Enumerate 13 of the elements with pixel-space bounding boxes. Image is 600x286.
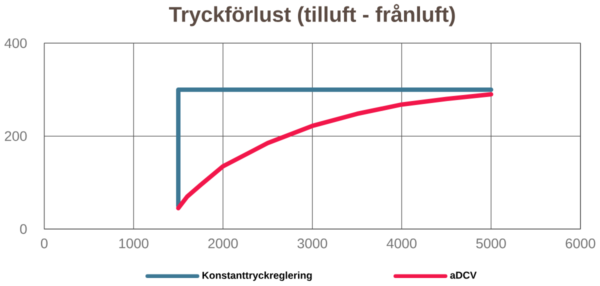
legend-label: Konstanttryckreglering (202, 272, 312, 282)
y-tick-label: 200 (4, 131, 27, 142)
x-tick-label: 6000 (566, 238, 596, 248)
y-tick-label: 400 (4, 38, 27, 48)
y-tick-label: 0 (20, 224, 27, 234)
x-tick-label: 0 (40, 238, 48, 248)
x-tick-label: 3000 (298, 238, 328, 248)
legend-label: aDCV (450, 272, 477, 279)
x-tick-label: 1000 (119, 238, 148, 248)
x-tick-label: 2000 (208, 238, 238, 248)
x-tick-label: 5000 (476, 238, 506, 248)
chart-title: Tryckförlust (tilluft - frånluft) (169, 4, 455, 26)
x-tick-label: 4000 (386, 238, 417, 248)
